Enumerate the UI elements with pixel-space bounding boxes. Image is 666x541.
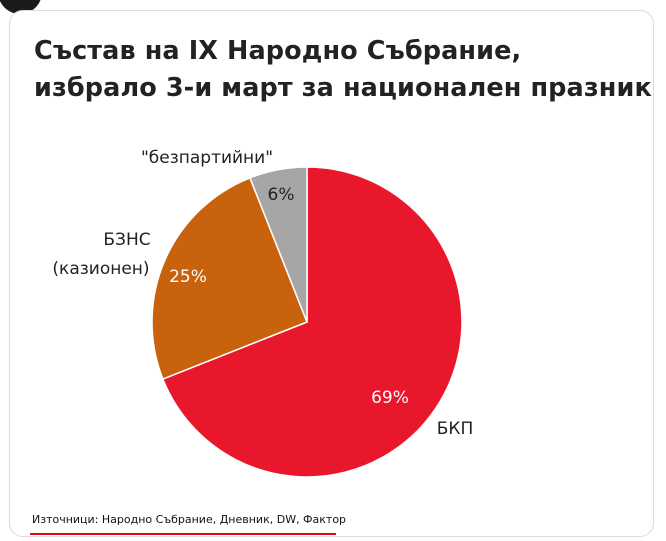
source-note: Източници: Народно Събрание, Дневник, DW… (32, 513, 347, 526)
category-label-2-line-1: БЗНС (103, 230, 150, 250)
value-label-2: 25% (169, 267, 207, 287)
category-label-1: БКП (437, 419, 474, 439)
pie-slice-1 (161, 166, 463, 478)
pie-slice-3 (248, 166, 308, 323)
category-label-2-line-2: (казионен) (52, 259, 149, 279)
chart-title: Състав на IX Народно Събрание, избрало 3… (34, 33, 652, 107)
chart-title-line-1: Състав на IX Народно Събрание, (34, 36, 522, 66)
pie-slice-2 (151, 176, 308, 381)
chart-title-line-2: избрало 3-и март за национален празник (34, 73, 652, 103)
pie-chart: 69% БКП 25% БЗНС (казионен) 6% "безпартийни" (52, 148, 474, 478)
category-label-3: "безпартийни" (141, 148, 273, 168)
source-underline (30, 533, 336, 535)
value-label-3: 6% (268, 185, 295, 205)
value-label-1: 69% (371, 388, 409, 408)
tweet-image-card[interactable]: Състав на IX Народно Събрание, избрало 3… (9, 10, 654, 537)
